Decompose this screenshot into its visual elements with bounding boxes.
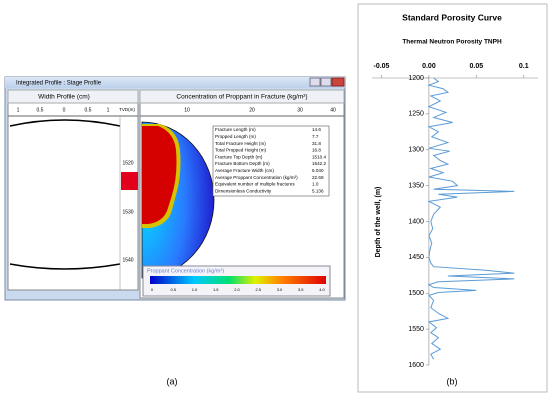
table-label: Propped Length (m) [215, 134, 256, 139]
legend-tick: 1.5 [213, 287, 219, 292]
table-value: 31.8 [312, 141, 321, 146]
table-value: 5.040 [312, 168, 324, 173]
title-bar [5, 77, 345, 88]
panel-header [139, 89, 345, 104]
panel-label: (a) [167, 376, 178, 386]
chart-subtitle: Thermal Neutron Porosity TNPH [402, 39, 502, 46]
panel-label: (b) [447, 376, 458, 386]
table-label: Average Fracture Width (cm) [215, 168, 274, 173]
legend-tick: 3.0 [277, 287, 283, 292]
table-label: Total Propped Height (m) [215, 148, 267, 153]
window-title: Integrated Profile : Stage Profile [16, 81, 102, 87]
x-tick-label: 0.05 [470, 63, 484, 70]
table-label: Fracture Top Depth (m) [215, 154, 263, 159]
y-tick-label: 1500 [408, 290, 424, 297]
table-label: Total Fracture Height (m) [215, 141, 266, 146]
table-label: Equivalent number of multiple fractures [215, 182, 295, 187]
tick-label: 1 [17, 107, 20, 113]
x-tick-label: 0.00 [422, 63, 436, 70]
table-value: 1.0 [312, 182, 319, 187]
porosity-line [427, 77, 515, 360]
depth-label: 1530 [122, 209, 133, 215]
tick-label: 0.5 [37, 107, 44, 113]
tick-label: 10 [184, 107, 190, 113]
legend-tick: 0 [151, 287, 154, 292]
table-label: Fracture Bottom Depth (m) [215, 161, 270, 166]
depth-header: TVD(m) [119, 107, 135, 112]
close-button[interactable] [331, 77, 345, 87]
table-value: 1542.2 [312, 161, 326, 166]
panel-header [7, 89, 139, 104]
table-label: Average Proppant Concentration (kg/m²) [215, 175, 298, 180]
panel-title: Concentration of Proppant in Fracture (k… [176, 94, 307, 101]
depth-label: 1520 [122, 160, 133, 166]
legend-tick: 3.5 [298, 287, 304, 292]
width-panel [7, 89, 139, 291]
tick-label: 20 [249, 107, 255, 113]
depth-label: 1540 [122, 257, 133, 263]
width-curve [9, 119, 121, 127]
table-value: 7.7 [312, 134, 319, 139]
table-value: 14.6 [312, 127, 321, 132]
y-tick-label: 1550 [408, 326, 424, 333]
legend-title: Proppant Concentration (kg/m²) [147, 268, 224, 274]
chart-title: Standard Porosity Curve [402, 12, 502, 22]
width-curve [9, 263, 121, 270]
tick-label: 40 [330, 107, 336, 113]
table-value: 16.8 [312, 148, 321, 153]
color-bar [150, 276, 326, 284]
proppant [142, 126, 177, 224]
x-tick-label: -0.05 [374, 63, 390, 70]
y-tick-label: 1200 [408, 75, 424, 82]
table-value: 1510.4 [312, 154, 326, 159]
info-table [212, 125, 330, 197]
y-axis-label: Depth of the well, (m) [375, 187, 382, 258]
table-value: 5.136 [312, 188, 324, 193]
panel-title: Width Profile (cm) [38, 94, 90, 101]
tick-label: 30 [297, 107, 303, 113]
table-value: 22.69 [312, 175, 324, 180]
perforation [121, 172, 138, 190]
tick-label: 0 [63, 107, 66, 113]
x-tick-label: 0.1 [519, 63, 529, 70]
maximize-button[interactable] [320, 77, 332, 87]
y-tick-label: 1400 [408, 218, 424, 225]
legend-tick: 2.5 [255, 287, 261, 292]
y-tick-label: 1250 [408, 111, 424, 118]
y-tick-label: 1350 [408, 182, 424, 189]
y-tick-label: 1450 [408, 254, 424, 261]
y-tick-label: 1300 [408, 147, 424, 154]
legend-tick: 2.0 [234, 287, 240, 292]
tick-label: 0.5 [85, 107, 92, 113]
legend-tick: 0.5 [170, 287, 176, 292]
legend-tick: 4.0 [319, 287, 325, 292]
table-label: Dimensionless Conductivity [215, 188, 272, 193]
table-label: Fracture Length (m) [215, 127, 256, 132]
minimize-button[interactable] [309, 77, 321, 87]
legend-tick: 1.0 [192, 287, 198, 292]
y-tick-label: 1600 [408, 362, 424, 369]
tick-label: 1 [107, 107, 110, 113]
